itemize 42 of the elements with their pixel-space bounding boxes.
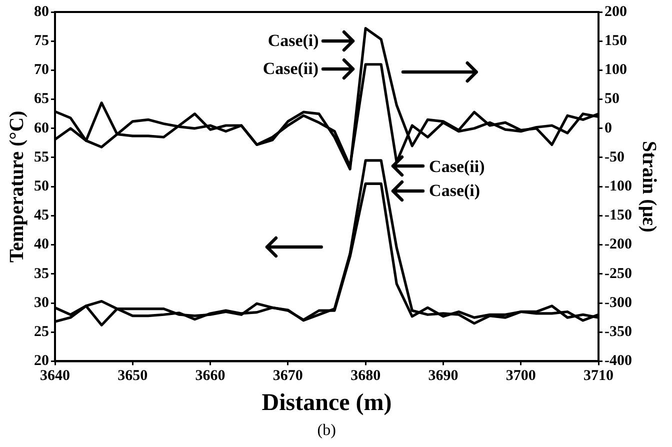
y2-tick-label: -50 [604, 149, 625, 166]
annotation: Case(ii) [429, 156, 485, 176]
x-tick-label: 3640 [40, 368, 70, 384]
y2-tick-label: -200 [604, 236, 632, 253]
y2-axis-title: Strain (με) [638, 140, 660, 232]
x-tick-label: 3670 [272, 368, 303, 384]
y2-tick-label: -150 [604, 208, 632, 224]
y2-tick-label: 0 [604, 120, 612, 136]
y-tick-label: 65 [34, 91, 49, 108]
y2-tick-label: -250 [604, 266, 632, 282]
y-axis-title: Temperature (°C) [6, 110, 28, 263]
text: (b) [317, 422, 336, 440]
y2-tick-label: 50 [604, 91, 620, 108]
x-tick-label: 3690 [428, 368, 458, 384]
y-tick-label: 70 [34, 62, 49, 78]
x-tick-label: 3680 [350, 368, 381, 384]
y-tick-label: 40 [34, 236, 49, 253]
y2-tick-label: 200 [604, 4, 628, 20]
annotation: Case(i) [429, 181, 480, 200]
y-tick-label: 35 [34, 266, 49, 282]
x-tick-label: 3710 [584, 368, 614, 384]
y-tick-label: 30 [34, 294, 49, 311]
y2-tick-label: -400 [604, 353, 632, 370]
y-tick-label: 60 [34, 120, 49, 136]
y-tick-label: 80 [34, 4, 49, 20]
y-tick-label: 45 [34, 208, 49, 224]
y-tick-label: 55 [34, 149, 49, 166]
y-tick-label: 25 [34, 324, 49, 340]
annotation: Case(i) [268, 31, 319, 50]
y2-tick-label: 100 [604, 62, 628, 78]
y-tick-label: 20 [34, 353, 49, 370]
y-tick-label: 50 [34, 178, 49, 194]
y2-tick-label: 150 [604, 32, 628, 49]
x-axis-title: Distance (m) [262, 390, 392, 416]
x-tick-label: 3700 [506, 368, 536, 384]
y2-tick-label: -350 [604, 324, 632, 340]
y-tick-label: 75 [34, 32, 49, 49]
x-tick-label: 3650 [118, 368, 148, 384]
y2-tick-label: -300 [604, 294, 632, 311]
annotation: Case(ii) [262, 59, 319, 78]
y2-tick-label: -100 [604, 178, 632, 194]
x-tick-label: 3660 [195, 368, 226, 384]
